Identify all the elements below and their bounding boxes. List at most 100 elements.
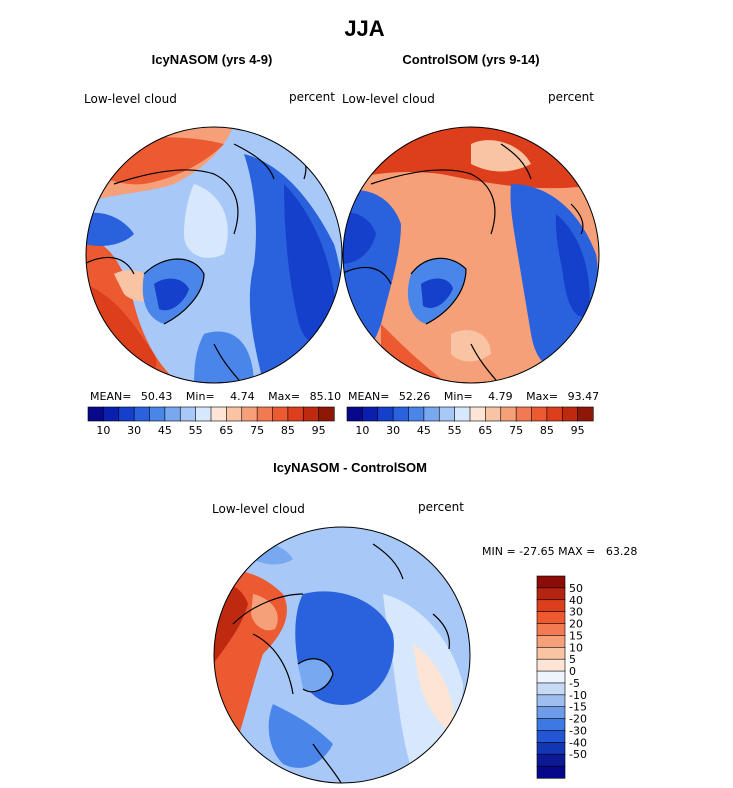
region-greenland-deep — [421, 278, 453, 309]
colorbar-swatch — [536, 706, 566, 720]
colorbar-swatch — [226, 406, 243, 422]
colorbar-tick-label: 45 — [158, 424, 172, 437]
colorbar-swatch — [536, 635, 566, 648]
colorbar-tick-label: 75 — [250, 424, 264, 437]
colorbar-swatch — [210, 406, 227, 422]
colorbar-swatch — [536, 587, 566, 601]
colorbar-swatch — [133, 406, 151, 422]
colorbar-swatch — [423, 406, 440, 422]
colorbar-tick-label: 95 — [312, 424, 326, 437]
colorbar-tick-label: 0 — [569, 665, 576, 678]
colorbar-swatch — [256, 406, 274, 422]
region-blue-east — [510, 184, 599, 368]
colorbar-swatch — [272, 406, 289, 422]
diff-units-label: percent — [418, 500, 464, 514]
panel-1-mean-value: 50.43 — [140, 390, 173, 403]
panel-2-stats: MEAN= 52.26 Min= 4.79 Max= 93.47 — [348, 390, 599, 403]
region-light-strip — [451, 330, 491, 362]
colorbar-tick-label: -15 — [569, 701, 587, 714]
map-diff — [213, 526, 471, 784]
panel-2-variable-label: Low-level cloud — [342, 92, 435, 106]
panel-1-min-value: 4.74 — [230, 390, 255, 403]
map-panel-1 — [85, 126, 343, 384]
panel-2-title: ControlSOM (yrs 9-14) — [402, 52, 540, 67]
colorbar-tick-label: 85 — [540, 424, 554, 437]
colorbar-swatch — [118, 406, 135, 422]
region-north-pacific-blue — [86, 212, 134, 246]
colorbar-horizontal-2: 10 30 45 55 65 75 85 95 — [346, 406, 594, 437]
colorbar-swatch — [362, 406, 379, 422]
colorbar-tick-label: 65 — [478, 424, 492, 437]
colorbar-swatch — [287, 406, 304, 422]
panel-1-max-value: 85.10 — [309, 390, 342, 403]
coastline-3 — [232, 543, 450, 783]
colorbar-tick-label: 20 — [569, 618, 583, 631]
colorbar-swatch — [531, 406, 548, 422]
colorbar-swatch — [577, 406, 594, 422]
panel-1-title: IcyNASOM (yrs 4-9) — [151, 52, 273, 67]
colorbar-swatch — [536, 575, 566, 589]
colorbar-swatch — [536, 718, 566, 732]
panel-2-mean-value: 52.26 — [398, 390, 431, 403]
colorbar-swatch — [536, 611, 566, 625]
colorbar-swatch — [454, 406, 471, 422]
colorbar-swatch — [546, 406, 563, 422]
diff-minmax-text: MIN = -27.65 MAX = 63.28 — [482, 545, 638, 558]
colorbar-swatch — [561, 406, 579, 422]
region-negative-eurasia — [268, 704, 333, 768]
panel-2-max-label: Max= — [526, 390, 559, 403]
colorbar-swatch — [377, 406, 394, 422]
map-panel-2 — [342, 126, 600, 384]
region-arctic-pale — [184, 184, 228, 258]
region-light-positive — [413, 644, 454, 734]
colorbar-tick-label: -5 — [569, 677, 580, 690]
panel-2-units-label: percent — [548, 90, 594, 104]
colorbar-swatch — [438, 406, 456, 422]
diff-panel-title: IcyNASOM - ControlSOM — [273, 460, 427, 475]
colorbar-tick-label: -20 — [569, 713, 587, 726]
region-positive-atlantic-light — [251, 594, 278, 631]
colorbar-tick-label: -10 — [569, 689, 587, 702]
colorbar-tick-label: 40 — [569, 594, 583, 607]
colorbar-swatch — [302, 406, 320, 422]
colorbar-swatch — [469, 406, 486, 422]
panel-1-mean-label: MEAN= — [90, 390, 132, 403]
panel-1-units-label: percent — [289, 90, 335, 104]
colorbar-swatch — [536, 670, 566, 684]
region-light-arctic — [471, 140, 531, 172]
region-blue-pacific-deep — [343, 212, 376, 264]
colorbar-swatch — [536, 658, 566, 672]
colorbar-tick-label: 55 — [189, 424, 203, 437]
colorbar-tick-label: 5 — [569, 653, 576, 666]
region-atlantic-deep — [284, 184, 336, 343]
colorbar-swatch — [408, 406, 425, 422]
colorbar-swatch — [485, 406, 502, 422]
colorbar-tick-label: 45 — [417, 424, 431, 437]
colorbar-swatch — [536, 742, 566, 755]
colorbar-swatch — [318, 406, 335, 422]
colorbar-swatch — [536, 682, 566, 696]
colorbar-swatch — [179, 406, 197, 422]
colorbar-swatch — [536, 646, 566, 660]
panel-2-max-value: 93.47 — [567, 390, 600, 403]
colorbar-swatch — [536, 694, 566, 708]
panel-1-min-label: Min= — [185, 390, 215, 403]
colorbar-tick-label: 30 — [386, 424, 400, 437]
colorbar-swatch — [149, 406, 166, 422]
panel-2-min-label: Min= — [443, 390, 473, 403]
colorbar-swatch — [500, 406, 517, 422]
colorbar-tick-label: 10 — [569, 641, 583, 654]
colorbar-tick-label: 10 — [355, 424, 369, 437]
region-blue-east-deep — [555, 214, 590, 317]
panel-1-stats: MEAN= 50.43 Min= 4.74 Max= 85.10 — [90, 390, 341, 403]
colorbar-swatch — [536, 599, 566, 613]
colorbar-tick-label: 65 — [219, 424, 233, 437]
colorbar-swatch — [392, 406, 410, 422]
colorbar-tick-label: 15 — [569, 629, 583, 642]
colorbar-tick-label: 50 — [569, 582, 583, 595]
colorbar-tick-label: 10 — [96, 424, 110, 437]
colorbar-swatch — [536, 730, 566, 743]
colorbar-tick-label: 55 — [448, 424, 462, 437]
colorbar-swatch — [241, 406, 258, 422]
colorbar-swatch — [164, 406, 181, 422]
